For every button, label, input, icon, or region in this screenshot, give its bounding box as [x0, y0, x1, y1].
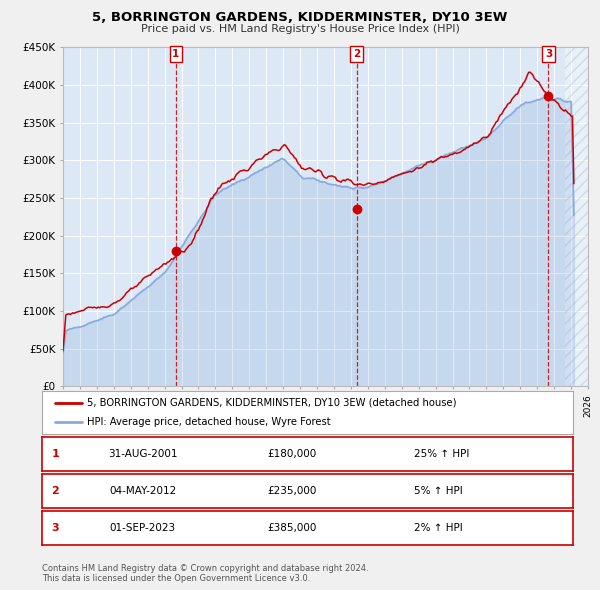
Text: 5, BORRINGTON GARDENS, KIDDERMINSTER, DY10 3EW (detached house): 5, BORRINGTON GARDENS, KIDDERMINSTER, DY… — [87, 398, 457, 408]
Text: 5, BORRINGTON GARDENS, KIDDERMINSTER, DY10 3EW: 5, BORRINGTON GARDENS, KIDDERMINSTER, DY… — [92, 11, 508, 24]
Text: Price paid vs. HM Land Registry's House Price Index (HPI): Price paid vs. HM Land Registry's House … — [140, 24, 460, 34]
Text: £235,000: £235,000 — [267, 486, 316, 496]
Bar — [565, 47, 588, 386]
Text: 1: 1 — [52, 449, 59, 458]
Text: 31-AUG-2001: 31-AUG-2001 — [108, 449, 178, 458]
Text: 2: 2 — [52, 486, 59, 496]
Text: 25% ↑ HPI: 25% ↑ HPI — [414, 449, 469, 458]
Text: £385,000: £385,000 — [267, 523, 316, 533]
Text: 2% ↑ HPI: 2% ↑ HPI — [414, 523, 463, 533]
Text: 3: 3 — [52, 523, 59, 533]
Text: Contains HM Land Registry data © Crown copyright and database right 2024.
This d: Contains HM Land Registry data © Crown c… — [42, 563, 368, 583]
Text: 2: 2 — [353, 49, 360, 59]
Text: 04-MAY-2012: 04-MAY-2012 — [109, 486, 176, 496]
Text: 5% ↑ HPI: 5% ↑ HPI — [414, 486, 463, 496]
Text: 01-SEP-2023: 01-SEP-2023 — [110, 523, 176, 533]
Text: £180,000: £180,000 — [267, 449, 316, 458]
Text: 1: 1 — [172, 49, 179, 59]
Text: HPI: Average price, detached house, Wyre Forest: HPI: Average price, detached house, Wyre… — [87, 417, 331, 427]
Text: 3: 3 — [545, 49, 552, 59]
